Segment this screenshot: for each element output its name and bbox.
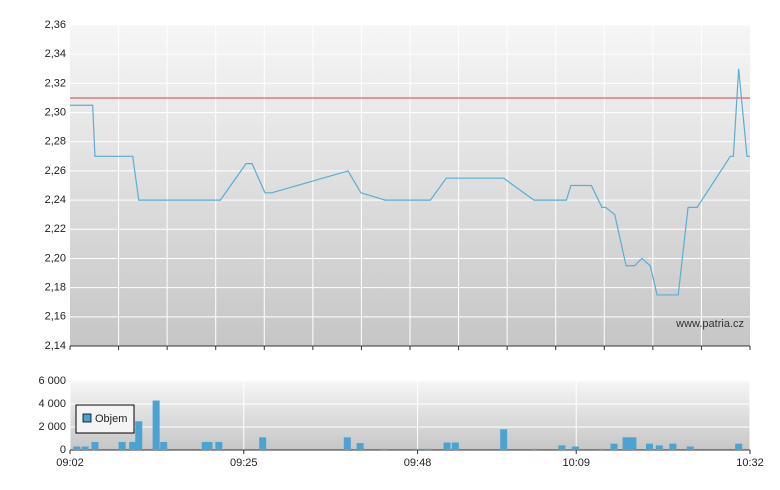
volume-bar xyxy=(215,441,223,450)
volume-bar xyxy=(259,437,267,450)
volume-bar xyxy=(205,441,213,450)
y-tick-label: 2,26 xyxy=(45,165,66,177)
legend-label: Objem xyxy=(95,413,127,425)
y-tick-label: 0 xyxy=(60,444,66,456)
y-tick-label: 2,24 xyxy=(45,194,66,206)
volume-bar xyxy=(424,448,432,450)
x-tick-label: 09:48 xyxy=(404,457,432,469)
legend: Objem xyxy=(75,404,135,434)
volume-bar xyxy=(530,448,538,450)
x-tick-label: 09:25 xyxy=(230,457,258,469)
volume-bar xyxy=(160,441,168,450)
plot-area xyxy=(70,381,750,450)
volume-bar xyxy=(598,448,606,450)
volume-bar xyxy=(81,446,89,450)
volume-bar xyxy=(558,445,566,450)
volume-bar xyxy=(73,446,81,450)
y-tick-label: 2,30 xyxy=(45,106,66,118)
price-line xyxy=(70,68,750,296)
y-tick-label: 2,22 xyxy=(45,223,66,235)
y-tick-label: 2,20 xyxy=(45,252,66,264)
volume-bar xyxy=(152,400,160,450)
x-tick-label: 09:02 xyxy=(56,457,84,469)
volume-bar xyxy=(413,448,421,450)
volume-bar xyxy=(669,443,677,450)
volume-bar xyxy=(380,448,388,450)
volume-bar xyxy=(610,443,618,450)
y-tick-label: 2,32 xyxy=(45,77,66,89)
legend-swatch xyxy=(82,413,92,423)
volume-bar xyxy=(735,443,743,450)
x-tick-label: 10:32 xyxy=(736,457,764,469)
volume-bar xyxy=(655,445,663,450)
volume-bar xyxy=(500,429,508,450)
volume-bar xyxy=(443,442,451,450)
volume-bar xyxy=(571,446,579,450)
volume-bar xyxy=(451,442,459,450)
volume-bar xyxy=(622,437,630,450)
volume-bar xyxy=(646,443,654,450)
volume-bar xyxy=(129,441,137,450)
y-tick-label: 2,18 xyxy=(45,282,66,294)
y-tick-label: 2,14 xyxy=(45,340,66,352)
volume-bar xyxy=(135,421,143,450)
volume-bar xyxy=(91,441,99,450)
y-tick-label: 2,34 xyxy=(45,48,66,60)
y-tick-label: 4 000 xyxy=(38,398,66,410)
x-tick-label: 10:09 xyxy=(562,457,590,469)
y-tick-label: 2,36 xyxy=(45,19,66,31)
volume-bar xyxy=(343,437,351,450)
volume-bar xyxy=(629,437,637,450)
volume-bar xyxy=(356,443,364,450)
y-tick-label: 2,28 xyxy=(45,136,66,148)
volume-bar xyxy=(201,441,209,450)
watermark: www.patria.cz xyxy=(675,318,744,330)
volume-bar xyxy=(118,441,126,450)
y-tick-label: 2,16 xyxy=(45,311,66,323)
y-tick-label: 6 000 xyxy=(38,375,66,387)
y-tick-label: 2 000 xyxy=(38,421,66,433)
volume-bar xyxy=(686,446,694,450)
